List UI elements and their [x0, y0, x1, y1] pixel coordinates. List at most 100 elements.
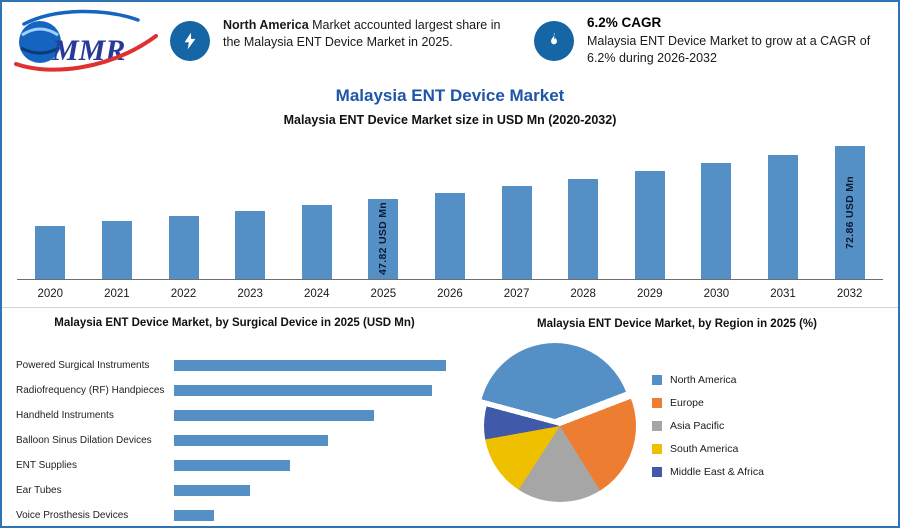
legend-label-3: South America	[670, 442, 739, 455]
bar-2031	[768, 155, 798, 279]
x-tick-2023: 2023	[237, 288, 263, 300]
bar-2020	[35, 226, 66, 279]
callout-bold-text: North America	[223, 18, 309, 32]
logo-text: MMR	[51, 34, 125, 67]
hbar-bar-6	[174, 510, 214, 521]
legend-swatch-0	[652, 374, 662, 385]
pie-slice-north-america	[479, 343, 631, 495]
callout-rest-text: Market accounted largest share in the Ma…	[223, 18, 501, 50]
globe-arc	[21, 27, 59, 37]
legend-swatch-3	[652, 443, 662, 454]
mmr-logo-graphic: MMR	[14, 9, 158, 72]
pie-chart-title: Malaysia ENT Device Market, by Region in…	[537, 318, 817, 330]
logo-red-swoosh	[14, 34, 158, 72]
legend-swatch-2	[652, 420, 662, 431]
x-tick-2032: 2032	[836, 288, 863, 300]
bar-slot-2022	[150, 138, 217, 279]
logo-blue-swoosh	[22, 9, 140, 26]
x-axis-line	[17, 279, 883, 280]
hbar-chart-rows: Powered Surgical Instruments Radiofrequen…	[16, 353, 461, 526]
callout-cagr-block: 6.2% CAGR Malaysia ENT Device Market to …	[587, 15, 886, 68]
x-tick-2028: 2028	[570, 288, 596, 300]
hbar-chart-title: Malaysia ENT Device Market, by Surgical …	[54, 317, 415, 329]
hbar-row-5: Ear Tubes	[16, 478, 461, 503]
x-tick-2026: 2026	[437, 288, 463, 300]
bar-2021	[101, 221, 132, 279]
hbar-bar-5	[174, 485, 250, 496]
x-tick-2029: 2029	[636, 288, 663, 300]
x-tick-2025: 2025	[370, 288, 397, 300]
hbar-row-1: Radiofrequency (RF) Handpieces	[16, 378, 461, 403]
legend-item-1: Europe	[652, 391, 764, 414]
globe-arc-2	[20, 46, 60, 55]
bar-slot-2031	[750, 138, 817, 279]
callout-north-america: North America Market accounted largest s…	[170, 15, 505, 61]
legend-item-4: Middle East & Africa	[652, 460, 764, 483]
bar-2030	[701, 163, 732, 279]
hbar-bar-4	[174, 460, 290, 471]
hbar-bar-3	[174, 435, 328, 446]
legend-label-4: Middle East & Africa	[670, 465, 764, 478]
x-tick-2027: 2027	[503, 288, 530, 300]
callout-north-america-text: North America Market accounted largest s…	[223, 15, 505, 52]
legend-label-2: Asia Pacific	[670, 419, 725, 432]
cagr-text: Malaysia ENT Device Market to grow at a …	[587, 34, 871, 66]
bar-2029	[634, 171, 665, 279]
column-chart-bars: 47.82 USD Mn 72.86 USD Mn	[17, 138, 883, 279]
bar-slot-2032: 72.86 USD Mn	[816, 138, 883, 279]
cagr-title: 6.2% CAGR	[587, 15, 662, 30]
callout-cagr: 6.2% CAGR Malaysia ENT Device Market to …	[534, 15, 886, 68]
bar-2023	[235, 211, 266, 279]
bar-2032: 72.86 USD Mn	[834, 146, 865, 279]
x-tick-2021: 2021	[104, 288, 130, 300]
x-tick-2030: 2030	[703, 288, 730, 300]
hbar-bar-0	[174, 360, 446, 371]
hbar-row-2: Handheld Instruments	[16, 403, 461, 428]
x-tick-2022: 2022	[170, 288, 197, 300]
mmr-logo: MMR	[10, 6, 162, 80]
hbar-label-0: Powered Surgical Instruments	[16, 360, 150, 371]
x-tick-2020: 2020	[37, 288, 64, 300]
bar-value-label-2032: 72.86 USD Mn	[843, 175, 856, 250]
hbar-label-1: Radiofrequency (RF) Handpieces	[16, 385, 165, 396]
flame-icon	[551, 32, 557, 45]
bar-value-label-2025: 47.82 USD Mn	[377, 202, 390, 276]
legend-swatch-4	[652, 466, 662, 477]
bar-slot-2024	[283, 138, 350, 279]
hbar-bar-1	[174, 385, 432, 396]
hbar-bar-2	[174, 410, 374, 421]
legend-label-0: North America	[670, 373, 737, 386]
section-divider	[2, 307, 898, 308]
hbar-label-5: Ear Tubes	[16, 485, 62, 496]
bar-slot-2021	[84, 138, 151, 279]
page-title: Malaysia ENT Device Market	[335, 86, 565, 105]
legend-item-0: North America	[652, 368, 764, 391]
bar-2022	[168, 216, 199, 279]
bar-slot-2028	[550, 138, 617, 279]
hbar-row-6: Voice Prosthesis Devices	[16, 503, 461, 526]
bar-slot-2030	[683, 138, 750, 279]
column-chart-title: Malaysia ENT Device Market size in USD M…	[283, 113, 617, 127]
hbar-label-2: Handheld Instruments	[16, 410, 114, 421]
bar-2024	[301, 205, 332, 279]
hbar-row-4: ENT Supplies	[16, 453, 461, 478]
bar-slot-2026	[417, 138, 484, 279]
x-axis-labels: 2020 2021 2022 2023 2024 2025 2026 2027 2028 2029…	[17, 283, 883, 300]
x-tick-2031: 2031	[770, 288, 796, 300]
lightning-icon-circle	[170, 21, 210, 61]
bar-slot-2029	[616, 138, 683, 279]
legend-item-3: South America	[652, 437, 764, 460]
flame-icon-circle	[534, 21, 574, 61]
bar-slot-2020	[17, 138, 84, 279]
legend-label-1: Europe	[670, 396, 704, 409]
bar-slot-2027	[483, 138, 550, 279]
hbar-label-3: Balloon Sinus Dilation Devices	[16, 435, 152, 446]
bar-2028	[568, 179, 599, 279]
bar-2026	[434, 193, 465, 279]
x-tick-2024: 2024	[303, 288, 330, 300]
hbar-row-3: Balloon Sinus Dilation Devices	[16, 428, 461, 453]
pie-legend: North America Europe Asia Pacific South Ame…	[652, 368, 764, 483]
pie-chart	[479, 343, 636, 502]
legend-swatch-1	[652, 397, 662, 408]
